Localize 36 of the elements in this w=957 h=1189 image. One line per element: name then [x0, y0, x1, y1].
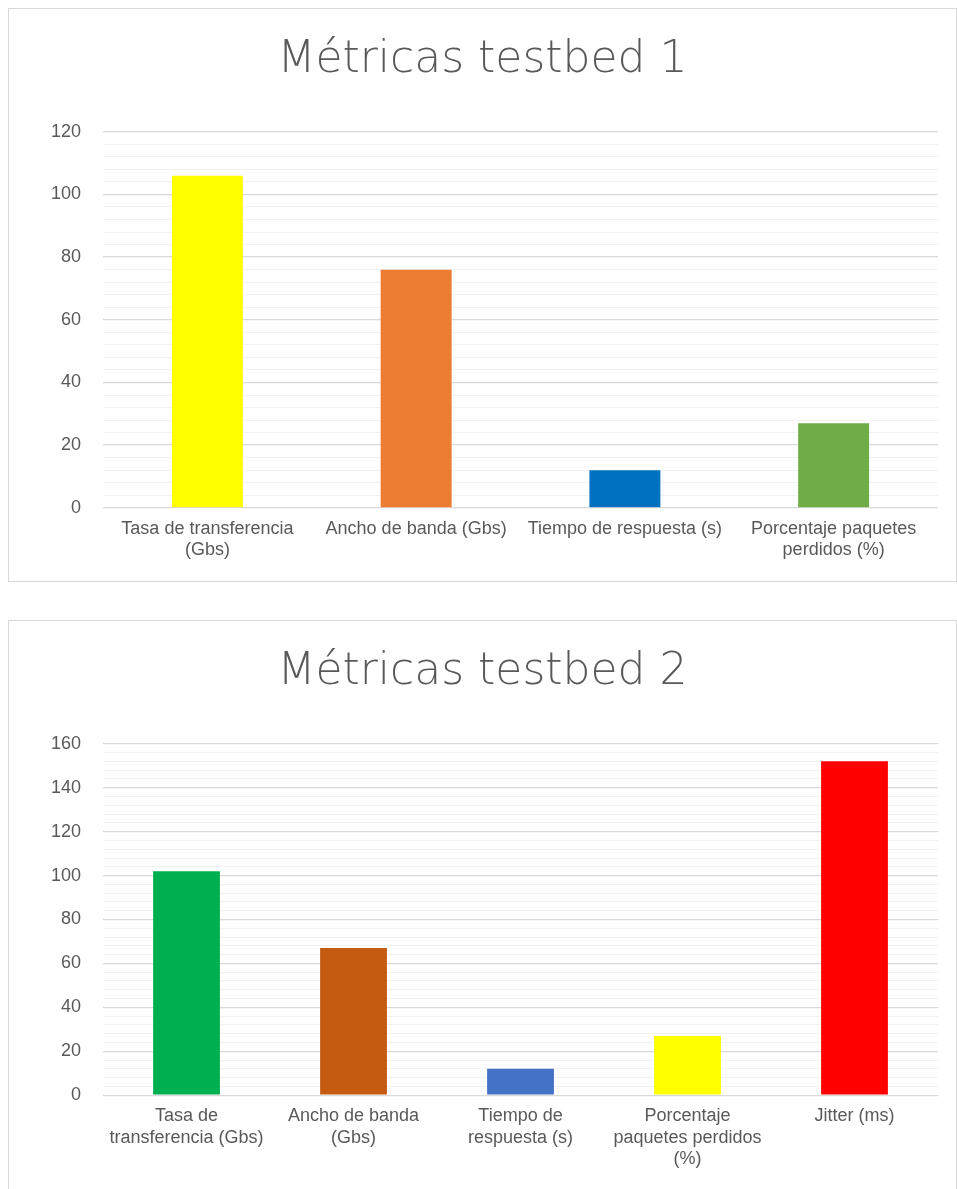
bar	[171, 175, 243, 508]
x-tick-label: Jitter (ms)	[814, 1104, 895, 1125]
bar	[821, 761, 888, 1095]
chart-title: Métricas testbed 1	[276, 30, 689, 84]
y-tick-label: 20	[61, 1040, 82, 1061]
bar	[487, 1068, 554, 1095]
y-tick-label: 80	[61, 908, 82, 929]
bar	[589, 470, 661, 508]
y-tick-label: 120	[50, 820, 82, 841]
bar	[798, 423, 870, 508]
y-tick-label: 60	[61, 308, 82, 329]
y-tick-label: 0	[71, 1084, 82, 1105]
x-tick-label: Tiempo de respuesta (s)	[467, 1104, 574, 1147]
x-tick-label: Tasa de transferencia (Gbs)	[121, 517, 295, 560]
y-tick-label: 80	[61, 246, 82, 267]
x-tick-label: Porcentaje paquetes perdidos (%)	[751, 517, 917, 560]
chart-title: Métricas testbed 2	[276, 642, 689, 696]
y-tick-label: 20	[61, 434, 82, 455]
bar	[380, 269, 452, 508]
y-tick-label: 100	[50, 183, 82, 204]
y-tick-label: 120	[50, 120, 82, 141]
x-tick-label: Tiempo de respuesta (s)	[527, 517, 723, 538]
y-tick-label: 0	[71, 496, 82, 517]
bar	[320, 948, 387, 1095]
bar	[654, 1035, 721, 1095]
y-tick-label: 140	[50, 776, 82, 797]
y-tick-label: 160	[50, 732, 82, 753]
y-tick-label: 40	[61, 371, 82, 392]
y-tick-label: 40	[61, 996, 82, 1017]
y-tick-label: 100	[50, 864, 82, 885]
y-tick-label: 60	[61, 952, 82, 973]
x-tick-label: Ancho de banda (Gbs)	[287, 1104, 421, 1147]
x-tick-label: Porcentaje paquetes perdidos (%)	[613, 1104, 762, 1169]
x-tick-label: Tasa de transferencia (Gbs)	[109, 1104, 264, 1147]
bar	[153, 871, 220, 1095]
x-tick-label: Ancho de banda (Gbs)	[325, 517, 507, 538]
